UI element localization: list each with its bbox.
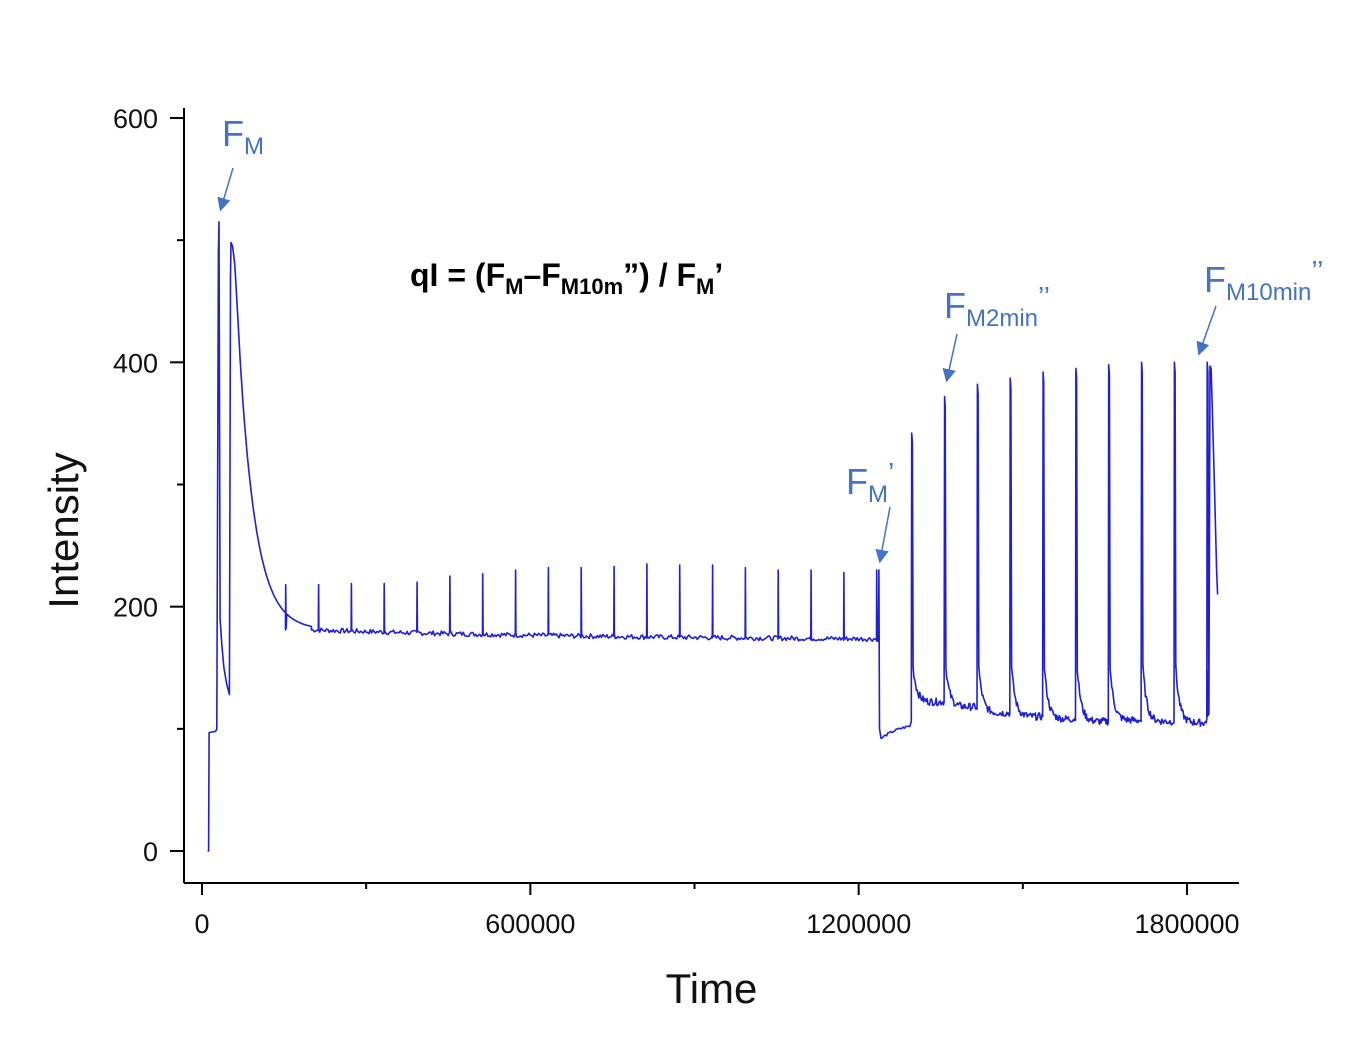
annotation-arrow (942, 333, 958, 383)
annotation-label: FM10min’’ (1204, 255, 1323, 306)
annotation-fm: FM (217, 113, 264, 212)
intensity-series-line (207, 221, 1219, 852)
qi-formula: qI = (FM–FM10m”) / FM’ (410, 257, 723, 299)
annotations: FM FM’ FM2min’’ FM10min’’ (217, 113, 1323, 564)
annotation-arrow (217, 167, 234, 212)
x-tick-label: 0 (194, 909, 209, 939)
y-tick-label: 200 (113, 593, 158, 623)
annotation-arrow (1196, 305, 1217, 356)
annotation-fm-prime: FM’ (846, 457, 894, 564)
x-axis-title: Time (666, 965, 758, 1012)
annotation-label: FM (222, 113, 264, 160)
annotation-fm-10min: FM10min’’ (1196, 255, 1323, 356)
annotation-arrow (875, 506, 891, 564)
y-tick-label: 400 (113, 348, 158, 378)
y-axis-title: Intensity (40, 452, 87, 608)
y-tick-label: 600 (113, 104, 158, 134)
annotation-label: FM2min’’ (944, 281, 1050, 332)
annotation-fm-2min: FM2min’’ (942, 281, 1050, 383)
axes: 0 200 400 600 0 600000 1200000 1800000 Time Inten… (40, 104, 1240, 1012)
y-tick-label: 0 (143, 837, 158, 867)
annotation-label: FM’ (846, 457, 894, 508)
x-tick-label: 600000 (485, 909, 575, 939)
x-tick-label: 1800000 (1134, 909, 1239, 939)
x-tick-label: 1200000 (806, 909, 911, 939)
plot-area (207, 221, 1219, 852)
